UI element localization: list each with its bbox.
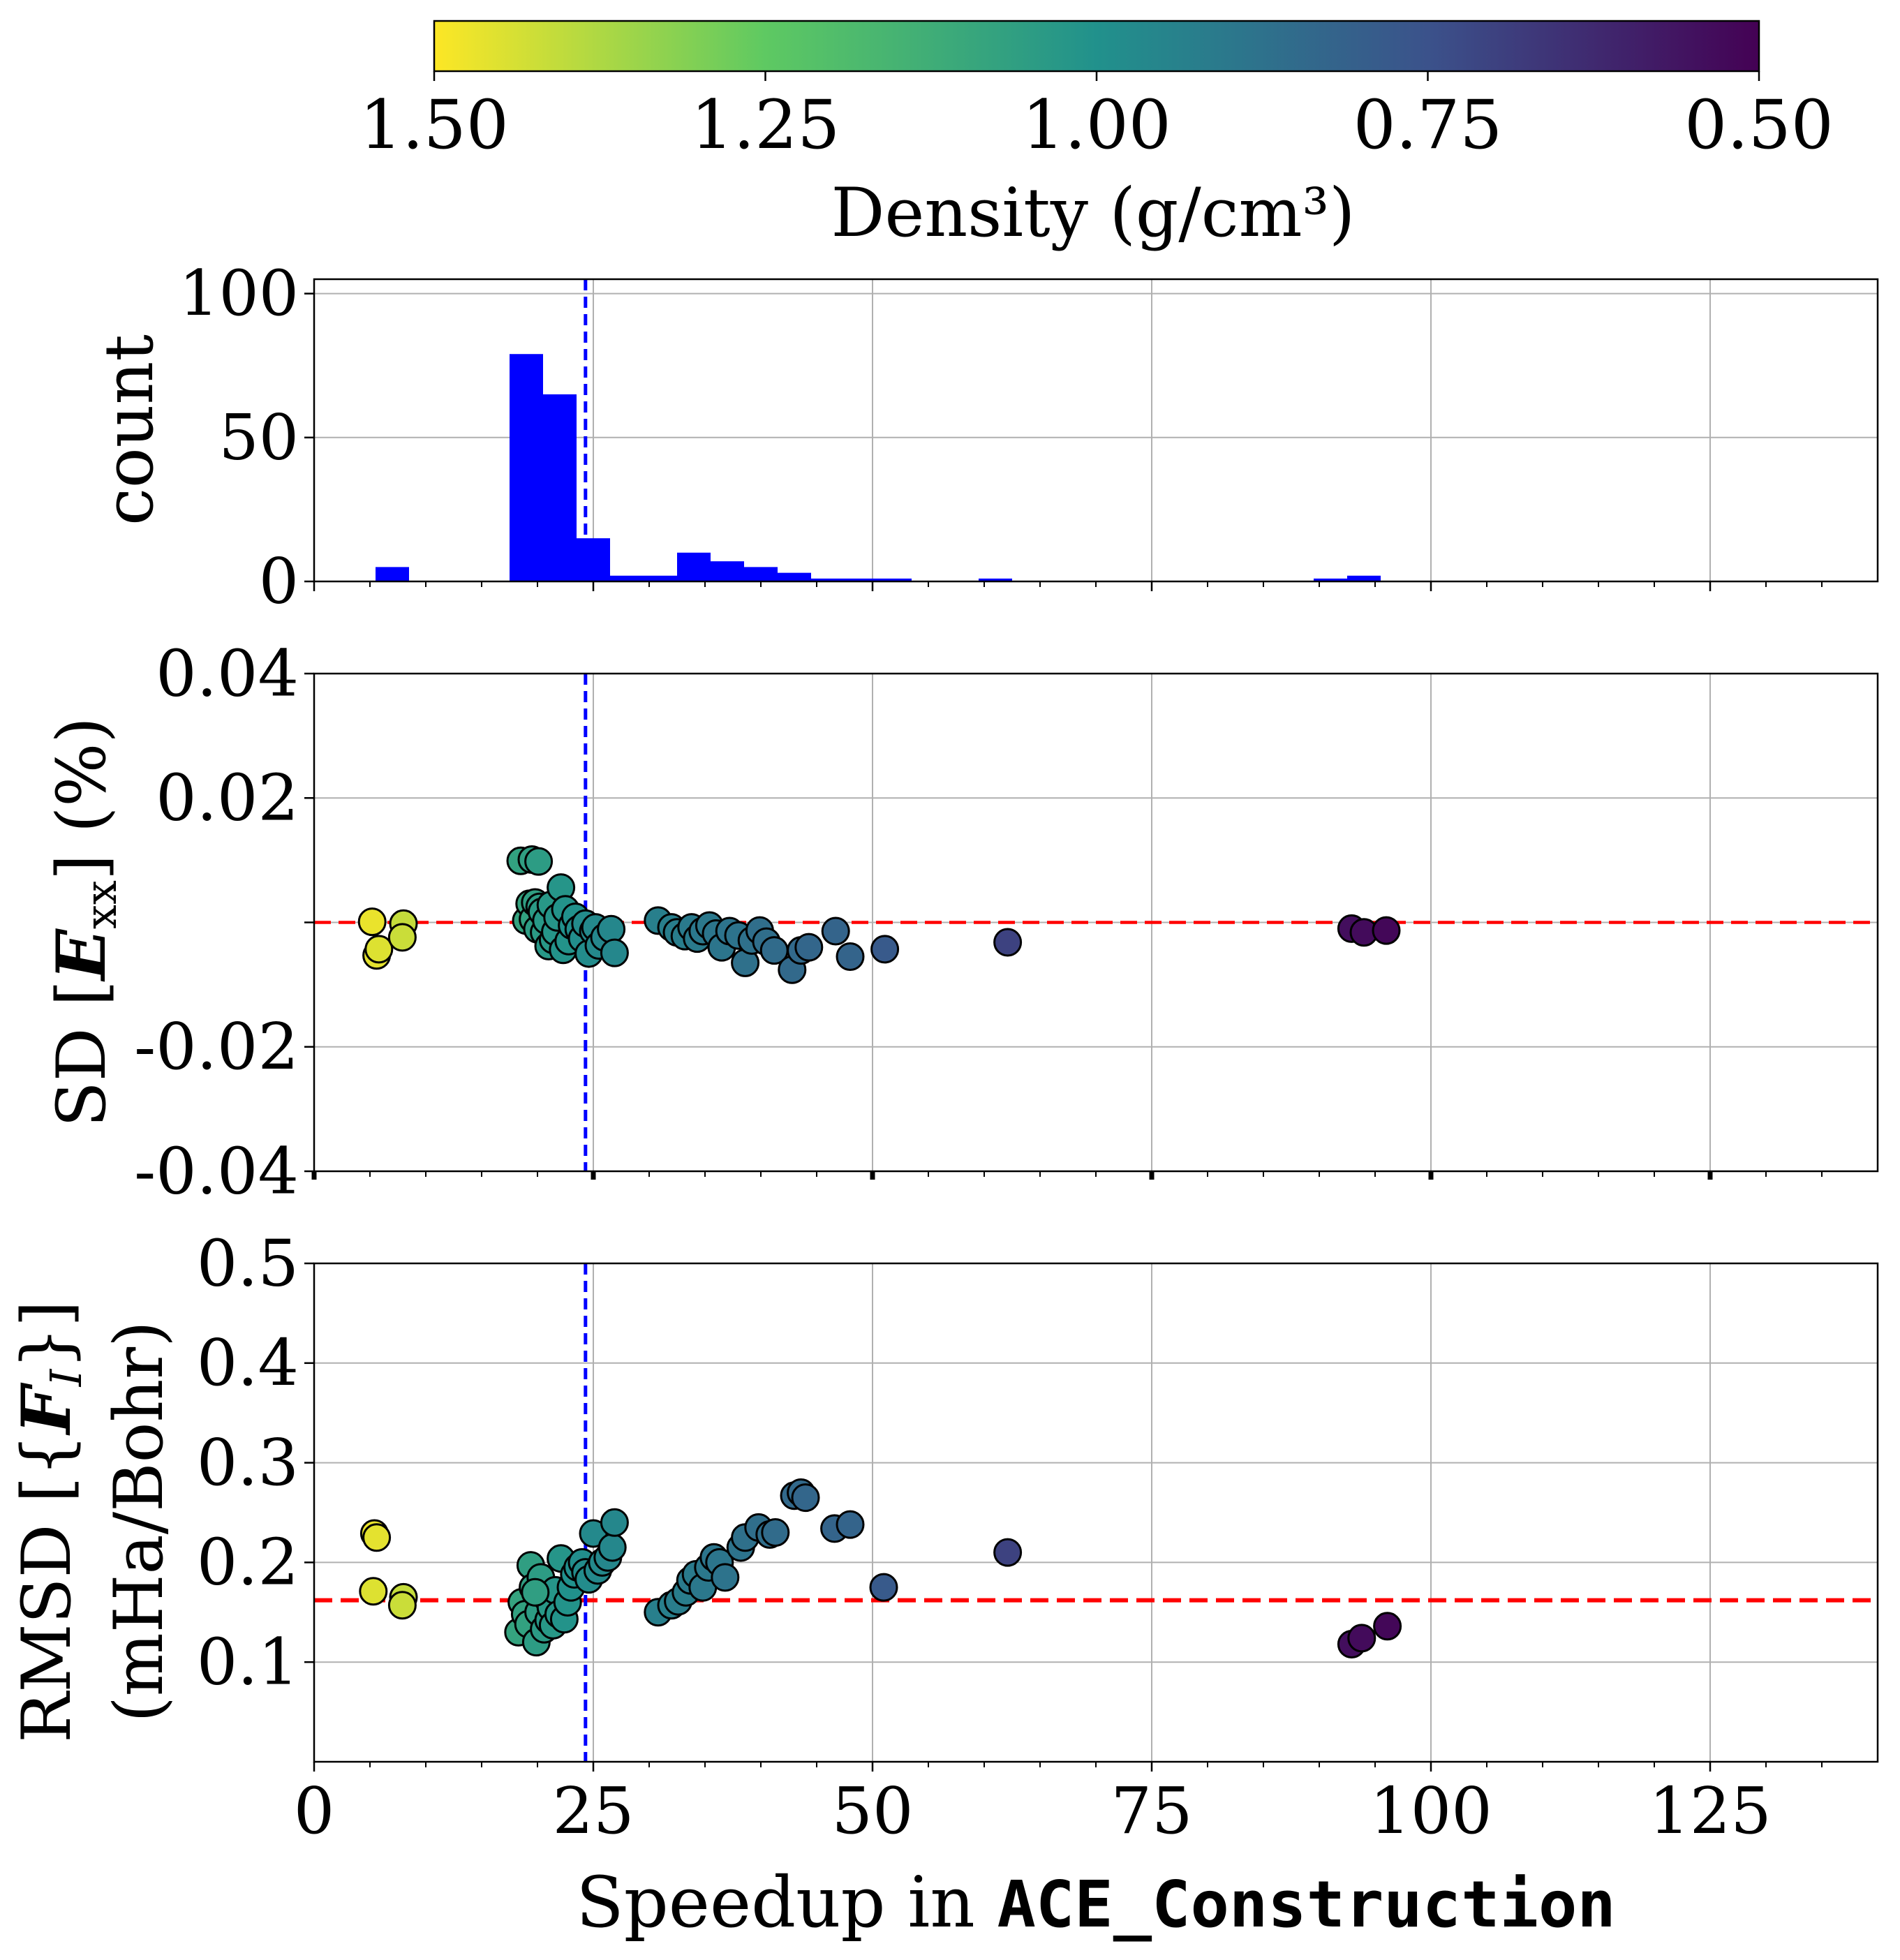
histogram-bar [510, 354, 543, 581]
energy-point [821, 916, 850, 946]
energy-point [993, 928, 1023, 957]
x-tick-label: 100 [1370, 1774, 1492, 1848]
histogram-panel: 0 50 100 count [90, 257, 1879, 618]
colorbar-tick-label: 1.50 [359, 86, 509, 164]
histogram-x-ticks [313, 581, 1823, 591]
force-y-ticks: 0.1 0.2 0.3 0.4 0.5 [197, 1226, 314, 1699]
force-y-tick-label: 0.4 [197, 1326, 299, 1400]
histogram-bar [677, 552, 711, 581]
energy-point [364, 935, 394, 964]
colorbar-tick-label: 1.25 [691, 86, 840, 164]
colorbar-tick-label: 0.50 [1684, 86, 1834, 164]
histogram-bar [610, 575, 644, 581]
energy-point [600, 938, 629, 967]
histogram-bar [543, 394, 577, 581]
energy-point [387, 923, 417, 952]
force-frame [313, 1262, 1879, 1763]
histogram-y-label: count [90, 334, 168, 526]
histogram-bar [644, 575, 677, 581]
energy-point [870, 935, 900, 964]
histogram-bar [744, 567, 778, 581]
energy-point [794, 933, 824, 962]
energy-y-ticks: 0.04 0.02 -0.02 -0.04 [134, 636, 314, 1208]
force-point [362, 1523, 392, 1552]
colorbar-ticks: 1.50 1.25 1.00 0.75 0.50 [359, 71, 1834, 164]
force-point [598, 1533, 627, 1562]
colorbar-tick-label: 1.00 [1022, 86, 1171, 164]
x-tick-label: 75 [1111, 1774, 1192, 1848]
force-scatter-points [359, 1478, 1402, 1658]
energy-point [836, 942, 865, 972]
colorbar: 1.50 1.25 1.00 0.75 0.50 Density (g/cm³) [359, 20, 1834, 252]
histogram-bar [1347, 575, 1381, 581]
histogram-y-ticks: 0 50 100 [179, 257, 314, 618]
force-point [600, 1508, 629, 1537]
energy-y-tick-label: -0.02 [134, 1009, 299, 1084]
x-tick-label: 25 [552, 1774, 634, 1848]
force-y-tick-label: 0.3 [197, 1425, 299, 1500]
histogram-bar [878, 578, 912, 581]
energy-point [357, 907, 387, 937]
energy-y-label: SD [Exx] (%) [42, 717, 126, 1127]
energy-point [1372, 916, 1401, 945]
x-tick-label: 0 [294, 1774, 335, 1848]
force-y-label-line2: (mHa/Bohr) [100, 1321, 178, 1722]
energy-scatter-points [357, 845, 1401, 984]
energy-point [597, 914, 626, 944]
histogram-y-tick-label: 0 [259, 545, 299, 618]
energy-panel: 0.04 0.02 -0.02 -0.04 SD [Exx] (%) [42, 636, 1879, 1208]
energy-y-tick-label: -0.04 [134, 1134, 299, 1208]
force-x-ticks: 0 25 50 75 100 125 [294, 1762, 1823, 1848]
force-y-tick-label: 0.1 [197, 1624, 299, 1699]
x-tick-label: 125 [1649, 1774, 1772, 1848]
force-point [761, 1518, 790, 1547]
force-point [993, 1538, 1023, 1567]
colorbar-label: Density (g/cm³) [831, 174, 1356, 252]
histogram-y-tick-label: 100 [179, 257, 299, 330]
histogram-bars [376, 354, 1381, 581]
histogram-bar [778, 572, 811, 581]
force-point [836, 1510, 865, 1539]
histogram-bar [845, 578, 878, 581]
histogram-bar [811, 578, 845, 581]
energy-point [524, 847, 554, 876]
force-y-tick-label: 0.2 [197, 1525, 299, 1600]
force-point [791, 1483, 820, 1513]
force-point [711, 1563, 740, 1592]
energy-x-ticks [311, 1171, 1823, 1180]
force-point [869, 1573, 898, 1602]
colorbar-gradient [433, 20, 1760, 73]
x-tick-label: 50 [831, 1774, 913, 1848]
force-point [359, 1577, 388, 1606]
histogram-bar [376, 567, 409, 581]
energy-y-tick-label: 0.04 [156, 636, 299, 711]
force-grid [314, 1263, 1878, 1762]
force-y-tick-label: 0.5 [197, 1226, 299, 1300]
force-point [1373, 1612, 1402, 1641]
histogram-y-tick-label: 50 [218, 401, 299, 474]
force-panel: 0.1 0.2 0.3 0.4 0.5 0 25 50 75 100 125 RMSD [{FI}… [7, 1226, 1879, 1848]
histogram-bar [979, 578, 1012, 581]
colorbar-tick-label: 0.75 [1353, 86, 1503, 164]
histogram-bar [711, 561, 744, 581]
force-point [521, 1577, 550, 1607]
energy-y-tick-label: 0.02 [156, 761, 299, 836]
force-point [1347, 1624, 1376, 1653]
x-axis-label: Speedup in ACE_Construction [576, 1862, 1616, 1943]
force-y-label-line1: RMSD [{FI}] [7, 1300, 91, 1743]
force-point [387, 1591, 417, 1620]
histogram-bar [577, 538, 610, 581]
histogram-bar [1314, 578, 1347, 581]
